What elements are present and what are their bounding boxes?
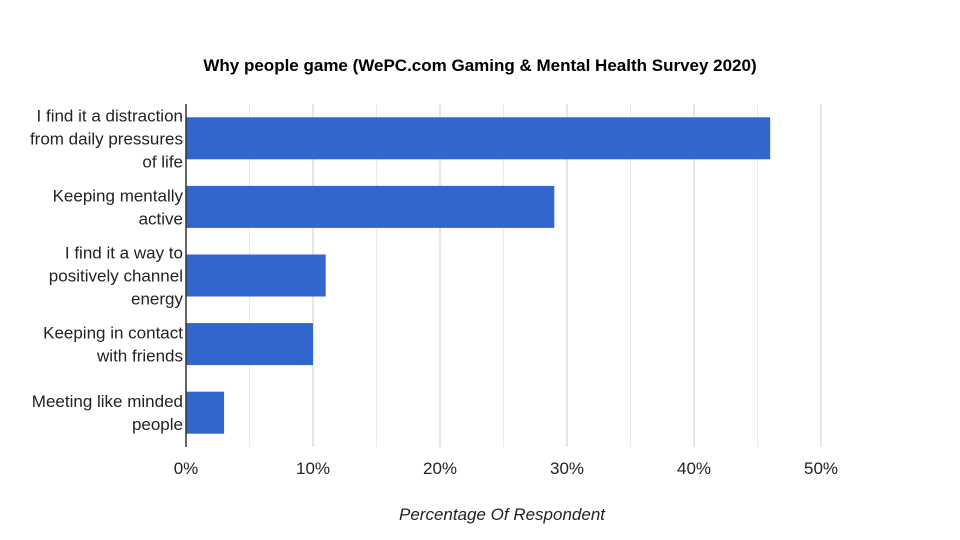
x-tick-label: 30% — [550, 459, 584, 478]
category-label-5: Meeting like minded people — [32, 392, 183, 434]
x-tick-label: 0% — [174, 459, 199, 478]
x-tick-label: 10% — [296, 459, 330, 478]
bar-3 — [186, 254, 326, 297]
category-label-3: I find it a way to positively channel ener… — [49, 244, 184, 309]
x-tick-label: 40% — [677, 459, 711, 478]
category-label-2: Keeping mentally active — [53, 186, 184, 228]
category-label-1: I find it a distraction from daily pressu… — [30, 106, 183, 171]
x-axis-title: Percentage Of Respondent — [398, 505, 606, 524]
bar-2 — [186, 185, 555, 228]
bar-5 — [186, 391, 225, 434]
x-tick-label: 20% — [423, 459, 457, 478]
chart-title: Why people game (WePC.com Gaming & Menta… — [203, 56, 757, 75]
category-label-4: Keeping in contact with friends — [43, 324, 183, 366]
bar-1 — [186, 117, 771, 160]
x-tick-label: 50% — [804, 459, 838, 478]
category-labels: I find it a distraction from daily pressu… — [30, 106, 184, 434]
x-tick-labels: 0% 10% 20% 30% 40% 50% — [174, 459, 838, 478]
bar-4 — [186, 323, 313, 366]
bars — [186, 117, 771, 434]
